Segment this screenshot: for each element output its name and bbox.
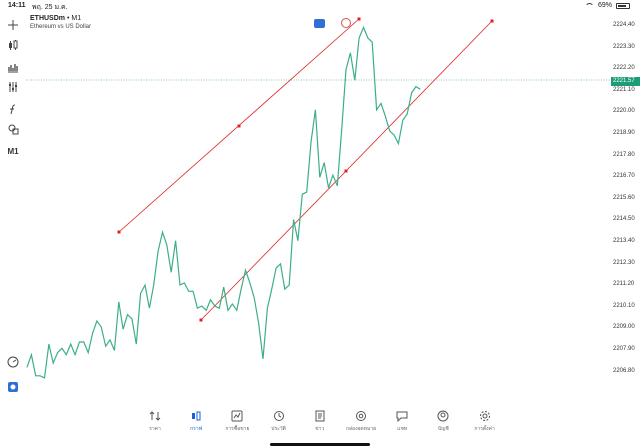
trade-icon <box>230 409 244 423</box>
function-icon <box>10 104 16 115</box>
price-axis-label: 2206.80 <box>613 367 635 374</box>
battery-icon <box>616 2 630 9</box>
candlestick-icon <box>9 40 18 50</box>
nav-label: ประวัติ <box>271 426 286 432</box>
nav-label: กราฟ <box>190 426 203 432</box>
channel-handle <box>117 230 121 234</box>
price-axis-label: 2207.90 <box>613 346 635 352</box>
sliders-icon <box>9 82 17 92</box>
nav-label: การตั้งค่า <box>474 426 495 432</box>
price-chart[interactable] <box>0 0 640 432</box>
symbol-timeframe: • M1 <box>66 15 82 22</box>
quotes-icon <box>148 409 162 423</box>
nav-item-account[interactable]: บัญชี <box>425 409 461 433</box>
nav-item-mailbox[interactable]: กล่องจดหมาย <box>343 409 379 433</box>
nav-label: แชท <box>397 426 408 432</box>
speedometer-icon <box>7 356 19 368</box>
nav-label: กล่องจดหมาย <box>345 426 377 432</box>
price-axis-label: 2209.00 <box>613 324 635 331</box>
price-axis-label: 2213.40 <box>613 238 635 244</box>
news-icon <box>313 409 327 423</box>
price-axis-label: 2218.90 <box>613 130 635 136</box>
price-axis-label: 2221.10 <box>613 86 635 93</box>
chat-icon <box>395 409 409 423</box>
nav-label: บัญชี <box>437 426 449 432</box>
price-axis-label: 2210.10 <box>613 302 635 309</box>
speedometer-tool[interactable] <box>6 355 20 369</box>
price-series <box>26 25 421 379</box>
broker-logo-tool[interactable] <box>6 380 20 394</box>
bars-icon <box>8 64 18 73</box>
symbol-name: ETHUSDm <box>30 15 66 22</box>
price-axis-label: 2217.80 <box>613 151 635 158</box>
symbol-description: Ethereum vs US Dollar <box>30 24 92 30</box>
nav-item-history[interactable]: ประวัติ <box>261 409 297 433</box>
price-axis-label: 2223.30 <box>613 43 635 50</box>
history-icon <box>272 409 286 423</box>
symbol-header[interactable]: ETHUSDm • M1 <box>30 15 81 22</box>
timeframe-selector[interactable]: M1 <box>7 146 19 156</box>
status-date: พฤ. 25 ม.ค. <box>32 4 68 11</box>
nav-label: ข่าว <box>315 426 325 432</box>
nav-label: ราคา <box>149 426 161 432</box>
shapes-tool[interactable] <box>6 122 20 136</box>
nav-item-quotes[interactable]: ราคา <box>137 409 173 433</box>
price-axis-label: 2216.70 <box>613 173 635 180</box>
left-toolbar: M1 <box>0 12 26 407</box>
settings-icon <box>478 409 492 423</box>
nav-item-chat[interactable]: แชท <box>384 409 420 433</box>
trend-channel[interactable] <box>117 17 494 322</box>
status-indicators: 69% <box>584 2 630 9</box>
price-axis-label: 2222.20 <box>613 65 635 72</box>
status-time: 14:11 <box>8 2 26 9</box>
wifi-icon <box>584 2 594 9</box>
price-axis-label: 2211.20 <box>613 281 635 288</box>
chart-icon <box>189 409 203 423</box>
crosshair-tool[interactable] <box>6 18 20 32</box>
chart-type-tool[interactable] <box>6 38 20 52</box>
channel-handle <box>237 124 241 128</box>
battery-level: 69% <box>597 2 612 9</box>
price-axis-label: 2220.00 <box>613 108 635 115</box>
nav-item-news[interactable]: ข่าว <box>302 409 338 433</box>
bottom-navigation: ราคา กราฟ การซื้อขาย ประวัติ ข่าว กล่องจดหมาย… <box>0 407 640 447</box>
channel-handle <box>199 318 203 322</box>
currency-icon <box>341 18 351 28</box>
flag-icon <box>314 19 325 28</box>
status-bar: 14:11 พฤ. 25 ม.ค. 69% <box>0 0 640 12</box>
objects-tool[interactable] <box>6 60 20 74</box>
function-tool[interactable] <box>6 102 20 116</box>
indicators-tool[interactable] <box>6 80 20 94</box>
crosshair-icon <box>8 20 18 30</box>
mailbox-icon <box>354 409 368 423</box>
shapes-icon <box>8 124 19 135</box>
channel-handle <box>490 19 494 23</box>
nav-item-trade[interactable]: การซื้อขาย <box>219 409 255 433</box>
price-axis-label: 2214.50 <box>613 216 635 223</box>
chart-area[interactable] <box>0 0 640 432</box>
nav-item-settings[interactable]: การตั้งค่า <box>467 409 503 433</box>
home-indicator <box>270 443 370 446</box>
price-axis-label: 2224.40 <box>613 22 635 28</box>
channel-handle <box>344 169 348 173</box>
account-icon <box>436 409 450 423</box>
price-axis-label: 2215.60 <box>613 194 635 201</box>
nav-item-chart[interactable]: กราฟ <box>178 409 214 433</box>
broker-icon <box>8 382 18 392</box>
price-axis-label: 2212.30 <box>613 259 635 266</box>
channel-handle <box>357 17 361 21</box>
current-price-badge: 2221.57 <box>611 77 640 86</box>
nav-label: การซื้อขาย <box>225 426 250 432</box>
